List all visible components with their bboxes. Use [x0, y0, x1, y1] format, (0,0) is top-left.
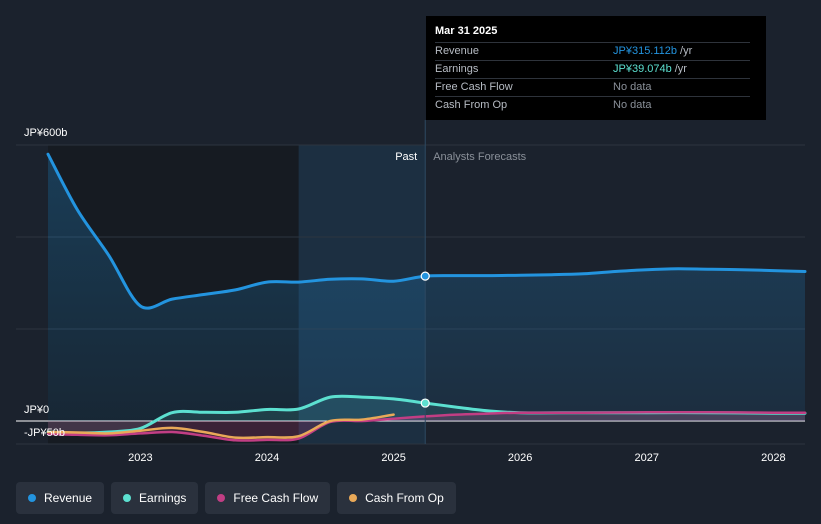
tooltip-row-revenue: Revenue JP¥315.112b /yr — [435, 42, 750, 60]
tooltip-label: Revenue — [435, 45, 480, 57]
x-tick-label: 2028 — [761, 452, 785, 464]
tooltip-value: JP¥315.112b — [613, 45, 678, 57]
x-tick-label: 2023 — [128, 452, 152, 464]
x-tick-label: 2025 — [381, 452, 405, 464]
free-cash-flow-line — [46, 410, 807, 442]
x-tick-label: 2024 — [255, 452, 279, 464]
y-neg-label: -JP¥50b — [24, 427, 65, 439]
cash-from-op-dot-icon — [349, 494, 358, 502]
x-axis: 2023 2024 2025 2026 2027 2028 — [128, 452, 785, 464]
legend-label: Revenue — [44, 491, 93, 505]
tooltip-label: Free Cash Flow — [435, 81, 513, 93]
free-cash-flow-dot-icon — [217, 494, 226, 502]
legend-item-cash-from-op[interactable]: Cash From Op — [337, 482, 456, 514]
tooltip-unit: /yr — [680, 45, 693, 57]
legend-label: Cash From Op — [365, 491, 444, 505]
legend: Revenue Earnings Free Cash Flow Cash Fro… — [16, 482, 456, 514]
earnings-dot-icon — [123, 494, 132, 502]
forecast-label: Analysts Forecasts — [433, 151, 526, 163]
free-cash-flow-area — [48, 412, 805, 441]
legend-item-revenue[interactable]: Revenue — [16, 482, 105, 514]
x-tick-label: 2027 — [635, 452, 659, 464]
legend-label: Free Cash Flow — [233, 491, 319, 505]
earnings-marker — [420, 398, 430, 408]
tooltip-value: JP¥39.074b — [613, 63, 672, 75]
series-areas — [48, 154, 805, 441]
tooltip-row-earnings: Earnings JP¥39.074b /yr — [435, 60, 750, 78]
revenue-dot-icon — [28, 494, 36, 502]
tooltip: Mar 31 2025 Revenue JP¥315.112b /yr Earn… — [426, 16, 766, 120]
tooltip-unit: /yr — [674, 63, 687, 75]
tooltip-value: No data — [613, 81, 652, 93]
series-markers — [420, 271, 430, 408]
tooltip-value: No data — [613, 99, 652, 111]
tooltip-label: Cash From Op — [435, 99, 508, 111]
legend-item-free-cash-flow[interactable]: Free Cash Flow — [205, 482, 331, 514]
legend-item-earnings[interactable]: Earnings — [111, 482, 199, 514]
tooltip-date: Mar 31 2025 — [435, 25, 498, 37]
tooltip-label: Earnings — [435, 63, 479, 75]
revenue-area — [48, 154, 805, 421]
cash-from-op-line — [46, 413, 395, 440]
tooltip-row-free-cash-flow: Free Cash Flow No data — [435, 78, 750, 96]
x-tick-label: 2026 — [508, 452, 532, 464]
revenue-marker — [420, 271, 430, 281]
y-zero-label: JP¥0 — [24, 404, 49, 416]
past-label: Past — [395, 151, 417, 163]
tooltip-row-cash-from-op: Cash From Op No data — [435, 96, 750, 114]
legend-label: Earnings — [139, 491, 187, 505]
earnings-area — [48, 396, 805, 433]
y-top-label: JP¥600b — [24, 127, 67, 139]
